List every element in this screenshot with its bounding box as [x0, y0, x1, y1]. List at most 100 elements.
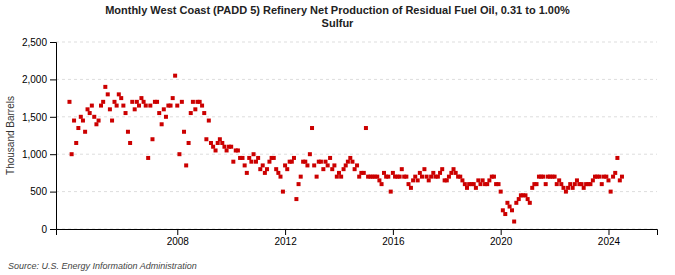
x-tick-label: 2020: [490, 236, 513, 247]
point: [611, 175, 615, 179]
point: [74, 141, 78, 145]
point: [200, 104, 204, 108]
point: [76, 126, 80, 130]
point: [362, 171, 366, 175]
point: [305, 163, 309, 167]
point: [285, 167, 289, 171]
point: [600, 182, 604, 186]
point: [458, 175, 462, 179]
point: [177, 152, 181, 156]
point: [274, 167, 278, 171]
point: [101, 100, 105, 104]
point: [541, 175, 545, 179]
point: [409, 186, 413, 190]
x-tick-mark: [501, 229, 502, 235]
point: [411, 178, 415, 182]
point: [535, 182, 539, 186]
point: [146, 156, 150, 160]
point: [389, 190, 393, 194]
point: [265, 167, 269, 171]
point: [112, 100, 116, 104]
point: [130, 100, 134, 104]
y-tick-label: 500: [30, 186, 47, 197]
point: [571, 186, 575, 190]
point: [169, 104, 173, 108]
point: [377, 178, 381, 182]
point: [503, 212, 507, 216]
point: [544, 182, 548, 186]
point: [180, 100, 184, 104]
point: [319, 160, 323, 164]
point: [117, 92, 121, 96]
point: [413, 175, 417, 179]
point: [436, 175, 440, 179]
point: [108, 107, 112, 111]
point: [150, 137, 154, 141]
point: [497, 182, 501, 186]
point: [431, 171, 435, 175]
grid-line: [56, 42, 657, 43]
y-tick-label: 2,500: [22, 37, 47, 48]
point: [344, 163, 348, 167]
y-axis: 05001,0001,5002,0002,500: [22, 37, 57, 235]
point: [348, 156, 352, 160]
point: [225, 148, 229, 152]
marks: [67, 74, 623, 224]
point: [449, 171, 453, 175]
point: [355, 163, 359, 167]
point: [328, 156, 332, 160]
point: [173, 74, 177, 78]
y-tick-label: 0: [41, 224, 47, 235]
point: [420, 175, 424, 179]
point: [337, 171, 341, 175]
point: [121, 104, 125, 108]
y-tick: 0: [41, 224, 56, 235]
point: [553, 175, 557, 179]
point: [339, 175, 343, 179]
point: [94, 122, 98, 126]
point: [202, 111, 206, 115]
point: [604, 175, 608, 179]
point: [144, 104, 148, 108]
x-tick: 2024: [598, 229, 621, 247]
point: [276, 171, 280, 175]
point: [72, 119, 76, 123]
point: [613, 171, 617, 175]
point: [160, 122, 164, 126]
point: [207, 119, 211, 123]
point: [229, 145, 233, 149]
point: [249, 160, 253, 164]
point: [128, 141, 132, 145]
point: [243, 163, 247, 167]
point: [447, 175, 451, 179]
point: [429, 175, 433, 179]
point: [211, 145, 215, 149]
grid-line: [56, 79, 657, 80]
y-tick-mark: [50, 42, 56, 43]
point: [164, 115, 168, 119]
point: [231, 160, 235, 164]
point: [79, 115, 83, 119]
point: [460, 178, 464, 182]
chart: Monthly West Coast (PADD 5) Refinery Net…: [0, 0, 675, 275]
point: [175, 104, 179, 108]
chart-container: Monthly West Coast (PADD 5) Refinery Net…: [0, 0, 675, 275]
point: [407, 182, 411, 186]
y-tick-label: 1,000: [22, 149, 47, 160]
point: [240, 156, 244, 160]
y-tick-label: 1,500: [22, 112, 47, 123]
x-axis-line: [57, 230, 658, 236]
source-note: Source: U.S. Energy Information Administ…: [8, 261, 197, 271]
point: [247, 156, 251, 160]
point: [559, 182, 563, 186]
chart-title: Monthly West Coast (PADD 5) Refinery Net…: [105, 4, 570, 29]
point: [561, 186, 565, 190]
point: [310, 126, 314, 130]
point: [615, 156, 619, 160]
point: [440, 167, 444, 171]
point: [476, 178, 480, 182]
y-tick-mark: [50, 229, 56, 230]
point: [335, 175, 339, 179]
point: [110, 119, 114, 123]
point: [81, 119, 85, 123]
